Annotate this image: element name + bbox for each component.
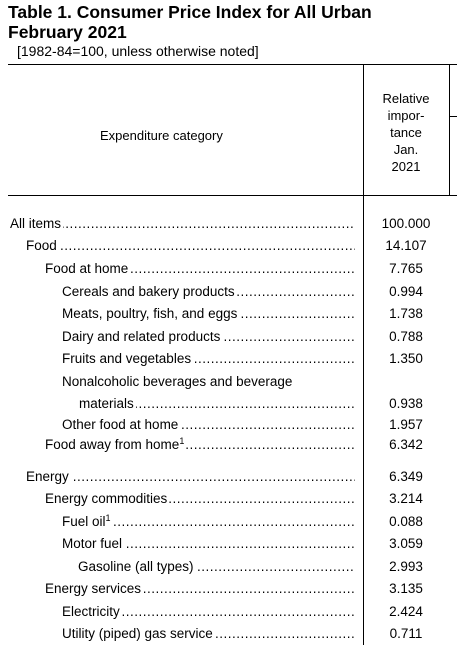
row-label-text: All items [10, 216, 64, 231]
relative-importance-header: Relative impor- tance Jan. 2021 [366, 90, 446, 175]
relative-header-line: Relative [382, 91, 430, 106]
row-label-text: Cereals and bakery products [62, 284, 237, 299]
relative-header-line: 2021 [391, 159, 421, 174]
row-label-text: Food away from home1 [45, 436, 187, 452]
leader-dots: ........................................… [62, 536, 355, 551]
row-label-text: Energy [26, 469, 71, 484]
table-row: ........................................… [0, 258, 457, 280]
relative-importance-value: 14.107 [385, 238, 427, 253]
relative-importance-value: 6.342 [389, 437, 423, 452]
row-label-text: Gasoline (all types) [78, 559, 196, 574]
row-label-text: Food at home [45, 261, 131, 276]
table-row: ........................................… [0, 623, 457, 645]
row-label-text: Fuel oil1 [62, 513, 113, 529]
table-row: ........................................… [0, 235, 457, 257]
relative-importance-value: 0.711 [389, 626, 423, 641]
leader-dots: ........................................… [26, 469, 355, 484]
relative-importance-value: 2.993 [389, 559, 423, 574]
row-label-text: Utility (piped) gas service [62, 626, 215, 641]
relative-header-line: impor- [387, 108, 425, 123]
relative-importance-value: 1.957 [389, 417, 423, 432]
row-label: ........................................… [62, 511, 355, 533]
row-label-text: Meats, poultry, fish, and eggs [62, 306, 240, 321]
row-label: ........................................… [62, 601, 355, 623]
row-label: ........................................… [26, 466, 355, 488]
row-label-text: Energy commodities [45, 491, 170, 506]
table-row: ........................................… [0, 533, 457, 555]
column-divider [363, 64, 364, 645]
row-label: ........................................… [79, 393, 355, 415]
footnote-marker: 1 [179, 436, 185, 446]
relative-importance-value: 3.214 [389, 491, 423, 506]
row-label: ........................................… [62, 326, 355, 348]
table-row: ........................................… [0, 434, 457, 456]
expenditure-category-header: Expenditure category [100, 128, 223, 143]
relative-importance-value: 100.000 [381, 216, 431, 231]
leader-dots: ........................................… [10, 216, 355, 231]
row-label: ........................................… [45, 434, 355, 456]
table-row: ........................................… [0, 466, 457, 488]
table-title-line2: February 2021 [8, 22, 127, 42]
leader-dots: ........................................… [79, 396, 355, 411]
table-row: ........................................… [0, 414, 457, 436]
row-label-text: Fruits and vegetables [62, 351, 194, 366]
relative-importance-value: 1.738 [389, 306, 423, 321]
relative-importance-value: 7.765 [389, 261, 423, 276]
relative-header-line: tance [390, 125, 422, 140]
table-row: ........................................… [0, 578, 457, 600]
row-label-text: Other food at home [62, 417, 181, 432]
row-label-text: Energy services [45, 581, 144, 596]
row-label: ........................................… [62, 623, 355, 645]
right-column-tick [449, 116, 457, 117]
relative-importance-value: 6.349 [389, 469, 423, 484]
row-label: ........................................… [62, 303, 355, 325]
row-label-text: Motor fuel [62, 536, 125, 551]
relative-importance-value: 0.788 [389, 329, 423, 344]
table-row: Nonalcoholic beverages and beverage.....… [0, 371, 457, 415]
footnote-marker: 1 [105, 513, 111, 523]
row-label: ........................................… [62, 414, 355, 436]
row-label-text: materials [79, 396, 136, 411]
table-subtitle: [1982-84=100, unless otherwise noted] [17, 43, 259, 59]
leader-dots: ........................................… [62, 514, 355, 529]
table-row: ........................................… [0, 488, 457, 510]
table-row: ........................................… [0, 281, 457, 303]
row-label: ........................................… [78, 556, 355, 578]
table-row: ........................................… [0, 303, 457, 325]
row-label: ........................................… [10, 213, 355, 235]
row-label: ........................................… [62, 533, 355, 555]
relative-importance-value: 1.350 [389, 351, 423, 366]
table-row: ........................................… [0, 601, 457, 623]
relative-importance-value: 3.059 [389, 536, 423, 551]
table-row: ........................................… [0, 556, 457, 578]
row-label: ........................................… [26, 235, 355, 257]
relative-importance-value: 3.135 [389, 581, 423, 596]
right-column-divider [449, 64, 450, 196]
row-label: ........................................… [45, 578, 355, 600]
table-row: ........................................… [0, 348, 457, 370]
relative-importance-value: 0.994 [389, 284, 423, 299]
table-row: ........................................… [0, 511, 457, 533]
row-label: ........................................… [62, 348, 355, 370]
header-bottom-rule [8, 195, 457, 196]
relative-importance-value: 0.938 [389, 396, 423, 411]
row-label-text: Food [26, 238, 59, 253]
relative-importance-value: 0.088 [389, 514, 423, 529]
relative-header-line: Jan. [393, 142, 419, 157]
table-row: ........................................… [0, 326, 457, 348]
header-top-rule [8, 64, 457, 65]
row-label: ........................................… [62, 281, 355, 303]
row-label-text: Dairy and related products [62, 329, 223, 344]
row-label-line1: Nonalcoholic beverages and beverage [62, 374, 293, 389]
table-title: Table 1. Consumer Price Index for All Ur… [8, 2, 372, 42]
leader-dots: ........................................… [62, 604, 355, 619]
row-label-text: Electricity [62, 604, 122, 619]
row-label: ........................................… [45, 258, 355, 280]
leader-dots: ........................................… [26, 238, 355, 253]
relative-importance-value: 2.424 [389, 604, 423, 619]
table-title-line1: Table 1. Consumer Price Index for All Ur… [8, 2, 372, 22]
table-row: ........................................… [0, 213, 457, 235]
row-label: ........................................… [45, 488, 355, 510]
